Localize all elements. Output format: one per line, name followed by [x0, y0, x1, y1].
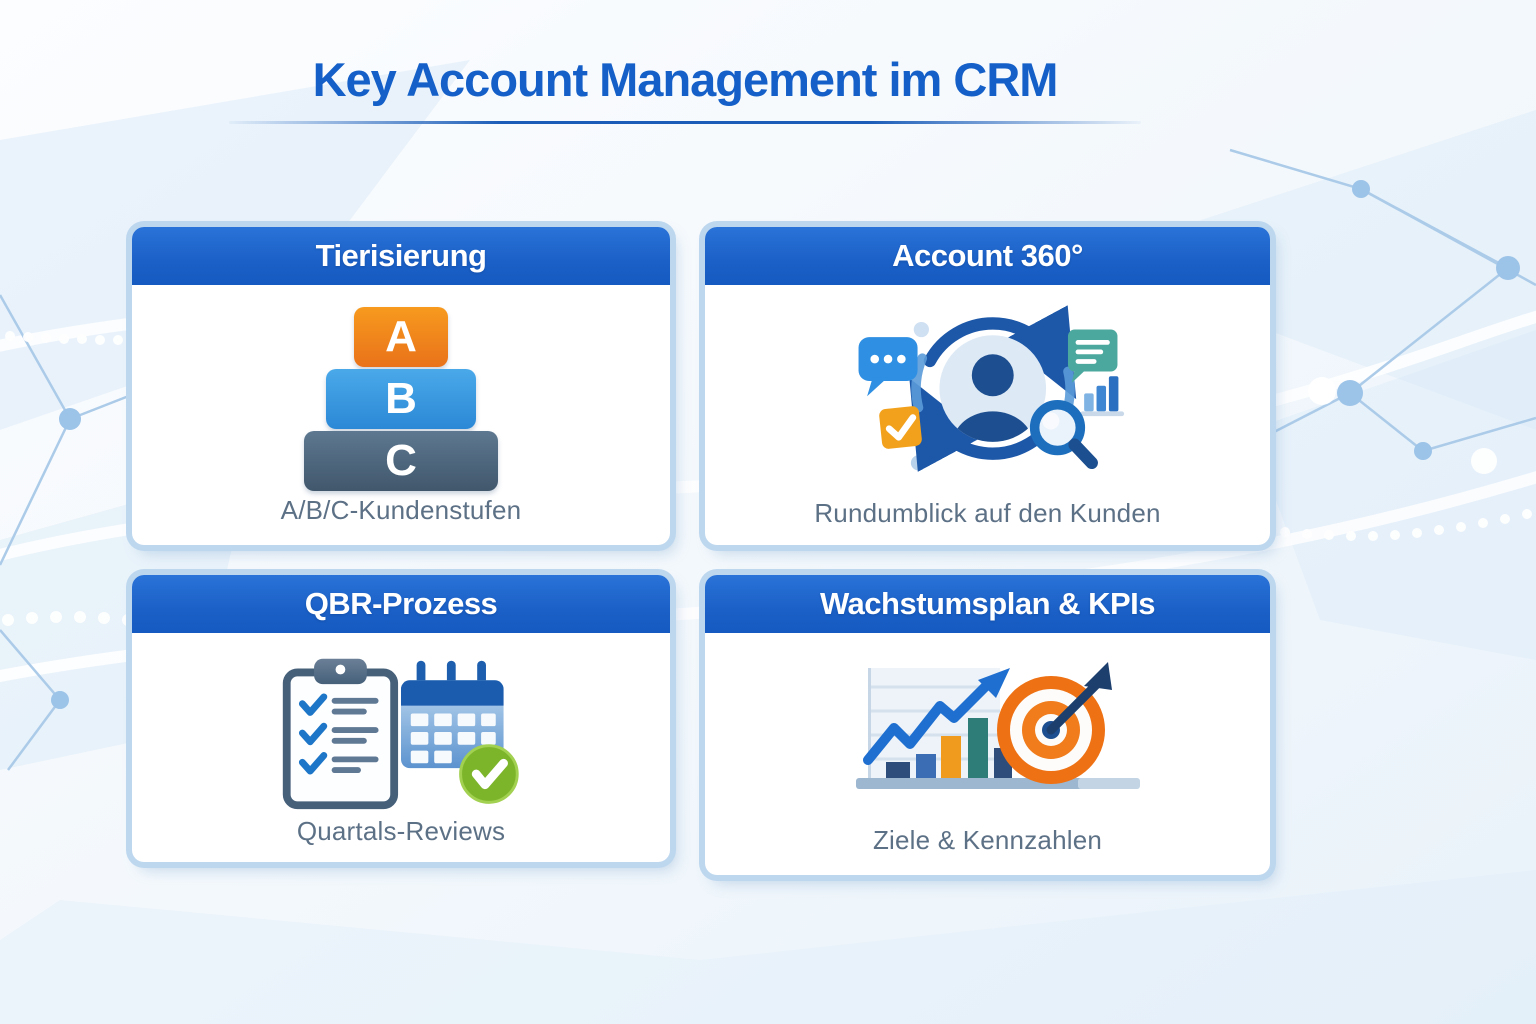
tier-b-block: B	[326, 369, 476, 429]
tier-c-block: C	[304, 431, 498, 491]
card-tierisierung-caption: A/B/C-Kundenstufen	[280, 495, 522, 526]
calendar-icon	[401, 660, 504, 769]
message-box-icon	[1067, 329, 1117, 383]
checkbox-icon	[878, 406, 922, 449]
card-tierisierung: Tierisierung A B C A/B/C-Kundenstufen	[132, 227, 670, 545]
network-nodes	[51, 180, 1520, 709]
growth-arrow-icon	[862, 668, 1010, 765]
card-qbr-prozess: QBR-Prozess	[132, 575, 670, 862]
card-wachstumsplan-kpis-caption: Ziele & Kennzahlen	[872, 825, 1103, 856]
card-account-360: Account 360°	[705, 227, 1270, 545]
deco-dot	[913, 321, 929, 338]
customer-360-icon	[858, 305, 1124, 472]
green-check-icon	[459, 744, 519, 804]
card-qbr-prozess-body: Quartals-Reviews	[132, 633, 670, 862]
card-wachstumsplan-kpis-title: Wachstumsplan & KPIs	[819, 586, 1156, 621]
magnifier-icon	[1029, 400, 1098, 470]
person-avatar-icon	[938, 335, 1046, 442]
network-lines	[0, 148, 1536, 771]
growth-target-icon	[855, 662, 1140, 789]
bar-chart-icon	[1079, 376, 1124, 417]
abc-pyramid-icon: A B C	[304, 307, 498, 491]
tier-a-label: A	[385, 312, 417, 361]
tier-b-label: B	[385, 374, 417, 423]
title-divider	[229, 121, 1141, 124]
clipboard-calendar-icon	[282, 658, 519, 810]
page-header: Key Account Management im CRM	[0, 52, 1370, 124]
card-account-360-caption: Rundumblick auf den Kunden	[814, 498, 1161, 528]
card-qbr-prozess-header: QBR-Prozess	[132, 575, 670, 633]
white-dots	[2, 331, 1532, 626]
card-wachstumsplan-kpis-header: Wachstumsplan & KPIs	[705, 575, 1270, 633]
card-account-360-title: Account 360°	[892, 238, 1083, 273]
page-title: Key Account Management im CRM	[312, 53, 1059, 106]
card-account-360-header: Account 360°	[705, 227, 1270, 285]
card-wachstumsplan-kpis-body: Ziele & Kennzahlen	[705, 633, 1270, 875]
card-tierisierung-title: Tierisierung	[315, 238, 487, 273]
card-tierisierung-header: Tierisierung	[132, 227, 670, 285]
card-account-360-body: Rundumblick auf den Kunden	[705, 285, 1270, 545]
tier-a-block: A	[354, 307, 448, 367]
card-qbr-prozess-caption: Quartals-Reviews	[296, 816, 506, 846]
chat-bubble-icon	[858, 337, 918, 397]
card-qbr-prozess-title: QBR-Prozess	[304, 586, 498, 621]
checklist-clipboard-icon	[282, 658, 399, 810]
deco-dot	[910, 455, 926, 471]
tier-c-label: C	[385, 436, 417, 485]
target-dart-icon	[996, 662, 1112, 784]
card-tierisierung-body: A B C A/B/C-Kundenstufen	[132, 285, 670, 545]
card-wachstumsplan-kpis: Wachstumsplan & KPIs	[705, 575, 1270, 875]
